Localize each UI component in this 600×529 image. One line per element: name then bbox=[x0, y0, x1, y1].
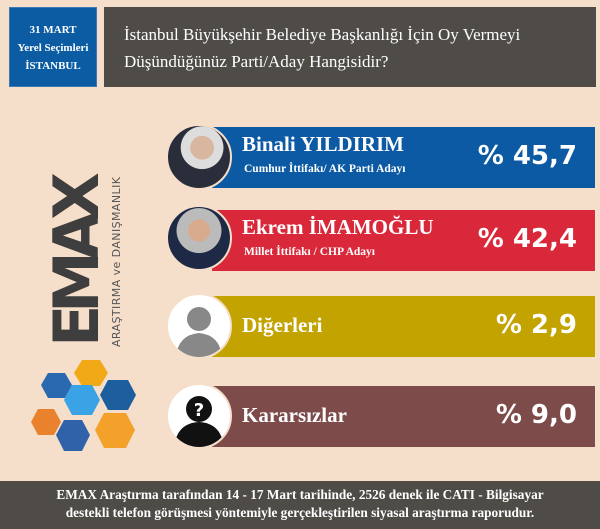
question-silhouette-icon: ? bbox=[166, 383, 232, 449]
footer-line-1: EMAX Araştırma tarafından 14 - 17 Mart t… bbox=[56, 487, 544, 502]
hexagon-logo-icon bbox=[31, 360, 136, 451]
category-name: Diğerleri bbox=[242, 313, 323, 337]
result-bar: Diğerleri % 2,9 bbox=[212, 296, 595, 357]
badge-city: İSTANBUL bbox=[25, 60, 81, 72]
person-silhouette-icon bbox=[166, 293, 232, 359]
question-line-2: Düşündüğünüz Parti/Aday Hangisidir? bbox=[124, 52, 389, 71]
election-badge: 31 MART Yerel Seçimleri İSTANBUL bbox=[9, 7, 97, 87]
vote-percentage: % 9,0 bbox=[495, 400, 577, 430]
candidate-alliance: Cumhur İttifakı/ AK Parti Adayı bbox=[244, 163, 406, 175]
candidate-name: Binali YILDIRIM bbox=[242, 132, 405, 156]
result-bar: Binali YILDIRIM Cumhur İttifakı/ AK Part… bbox=[212, 127, 595, 188]
logo-brand: EMAX bbox=[40, 172, 113, 347]
question-header: İstanbul Büyükşehir Belediye Başkanlığı … bbox=[104, 7, 596, 87]
badge-election: Yerel Seçimleri bbox=[17, 42, 89, 54]
result-row-yildirim: Binali YILDIRIM Cumhur İttifakı/ AK Part… bbox=[0, 124, 600, 190]
result-bar: Ekrem İMAMOĞLU Millet İttifakı / CHP Ada… bbox=[212, 210, 595, 271]
logo-tagline: ARAŞTIRMA ve DANIŞMANLIK bbox=[110, 176, 123, 347]
candidate-name: Ekrem İMAMOĞLU bbox=[242, 215, 434, 239]
candidate-photo-yildirim bbox=[166, 124, 232, 190]
result-row-imamoglu: Ekrem İMAMOĞLU Millet İttifakı / CHP Ada… bbox=[0, 205, 600, 271]
result-row-others: Diğerleri % 2,9 bbox=[0, 293, 600, 359]
badge-date: 31 MART bbox=[29, 24, 77, 36]
candidate-photo-imamoglu bbox=[166, 205, 232, 271]
question-line-1: İstanbul Büyükşehir Belediye Başkanlığı … bbox=[124, 25, 521, 44]
svg-text:?: ? bbox=[194, 400, 204, 421]
vote-percentage: % 2,9 bbox=[495, 310, 577, 340]
candidate-alliance: Millet İttifakı / CHP Adayı bbox=[244, 246, 375, 258]
result-row-undecided: ? Kararsızlar % 9,0 bbox=[0, 383, 600, 449]
result-bar: Kararsızlar % 9,0 bbox=[212, 386, 595, 447]
methodology-footer: EMAX Araştırma tarafından 14 - 17 Mart t… bbox=[0, 481, 600, 529]
emax-logo: EMAX ARAŞTIRMA ve DANIŞMANLIK bbox=[20, 115, 140, 465]
vote-percentage: % 45,7 bbox=[477, 141, 577, 171]
vote-percentage: % 42,4 bbox=[477, 224, 577, 254]
category-name: Kararsızlar bbox=[242, 403, 347, 427]
footer-line-2: destekli telefon görüşmesi yöntemiyle ge… bbox=[65, 505, 535, 520]
